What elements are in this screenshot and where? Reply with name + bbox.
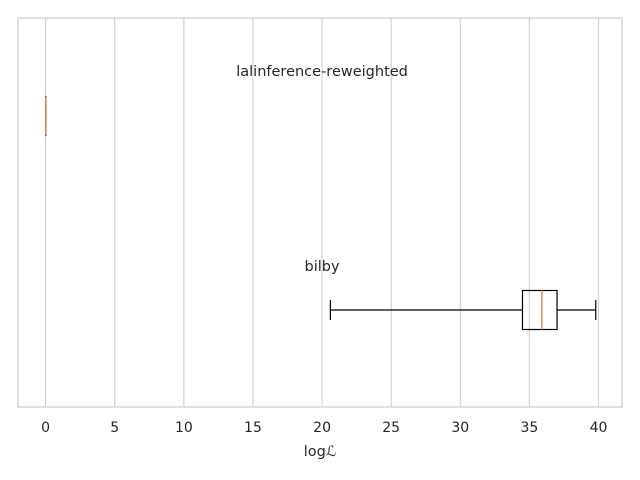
plot-frame bbox=[17, 17, 623, 408]
x-tick-label-0: 0 bbox=[41, 420, 50, 436]
x-tick-label-20: 20 bbox=[313, 420, 331, 436]
x-tick-label-10: 10 bbox=[175, 420, 193, 436]
x-axis-label: logℒ bbox=[304, 444, 337, 460]
x-tick-labels: 0 5 10 15 20 25 30 35 40 bbox=[41, 420, 607, 436]
grid-lines bbox=[45, 18, 600, 407]
box-series bbox=[44, 95, 597, 331]
x-tick-label-40: 40 bbox=[590, 420, 608, 436]
series-label-lalinference-reweighted: lalinference-reweighted bbox=[236, 64, 408, 80]
x-tick-label-5: 5 bbox=[110, 420, 119, 436]
series-labels: lalinference-reweighted bilby bbox=[236, 64, 408, 275]
x-tick-label-30: 30 bbox=[451, 420, 469, 436]
box-bilby bbox=[329, 289, 597, 331]
x-tick-label-15: 15 bbox=[244, 420, 262, 436]
x-tick-label-35: 35 bbox=[520, 420, 538, 436]
box-iqr bbox=[521, 289, 558, 331]
series-label-bilby: bilby bbox=[305, 259, 340, 275]
x-tick-label-25: 25 bbox=[382, 420, 400, 436]
